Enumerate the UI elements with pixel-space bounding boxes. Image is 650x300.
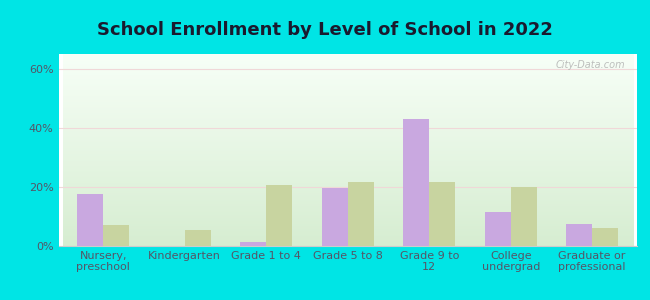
Bar <box>103 225 129 246</box>
Bar <box>429 182 455 246</box>
Bar <box>403 119 429 246</box>
Bar <box>485 212 511 246</box>
Text: City-Data.com: City-Data.com <box>556 60 625 70</box>
Text: School Enrollment by Level of School in 2022: School Enrollment by Level of School in … <box>97 21 553 39</box>
Bar <box>185 230 211 246</box>
Bar <box>77 194 103 246</box>
Bar <box>348 182 374 246</box>
Bar <box>566 224 592 246</box>
Bar <box>240 242 266 246</box>
Bar <box>511 187 537 246</box>
Bar <box>592 228 618 246</box>
Bar <box>322 188 348 246</box>
Bar <box>266 185 292 246</box>
